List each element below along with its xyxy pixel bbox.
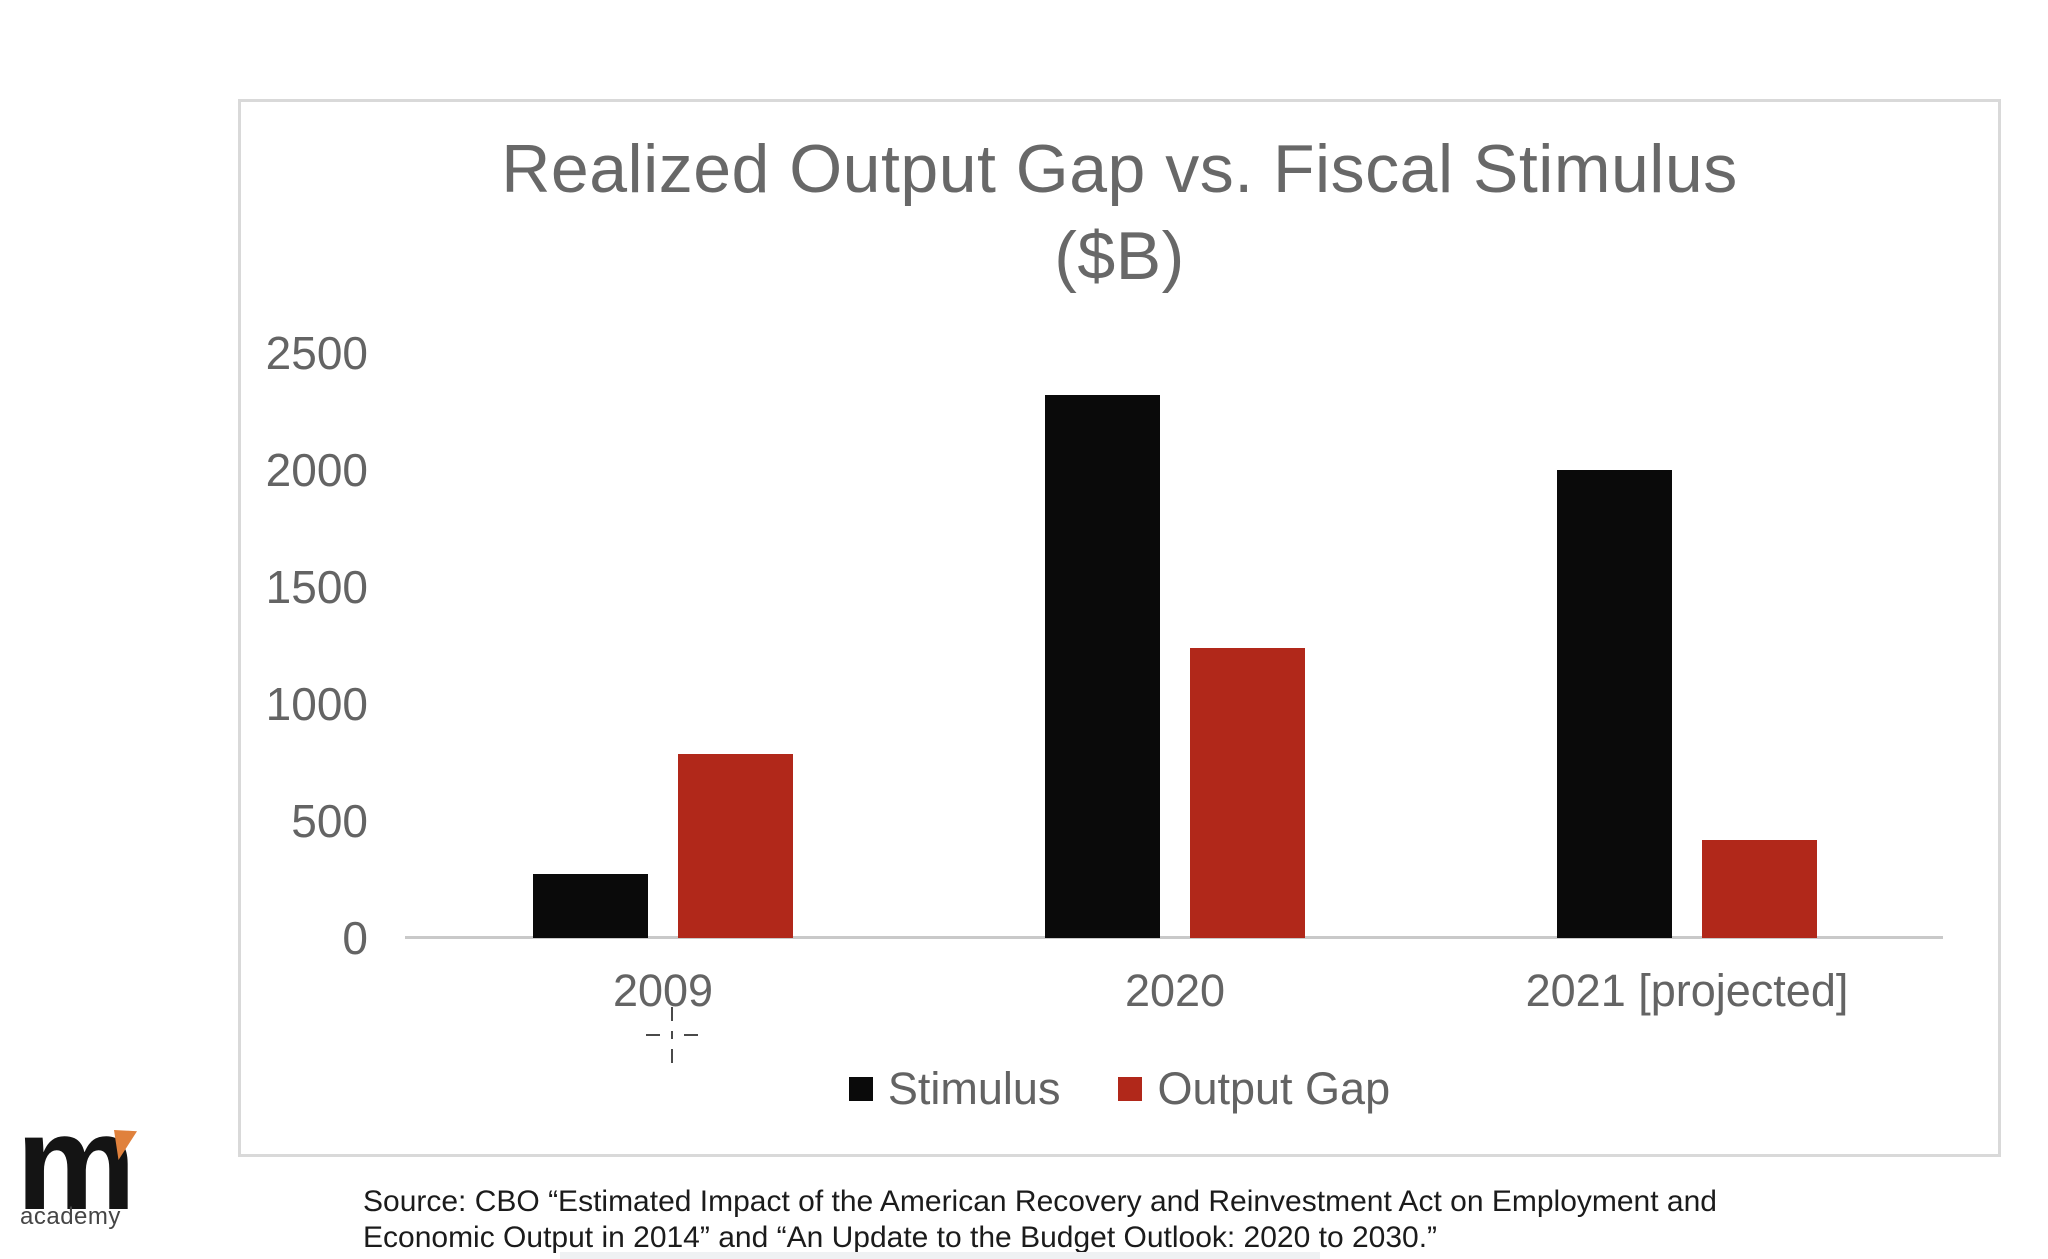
bottom-strip: [560, 1252, 1320, 1259]
logo-academy-text: academy: [20, 1203, 121, 1230]
legend-marker-icon: [1118, 1076, 1143, 1101]
chart-title-line2: ($B): [1054, 218, 1185, 295]
crosshair-cursor-icon: [646, 1007, 698, 1063]
y-tick-label-1000: 1000: [265, 678, 368, 730]
y-tick-label-2000: 2000: [265, 444, 368, 496]
chart-title-line1: Realized Output Gap vs. Fiscal Stimulus: [501, 131, 1738, 207]
legend-item-stimulus: Stimulus: [848, 1063, 1061, 1114]
x-axis-line: [405, 936, 1943, 939]
source-line1: Source: CBO “Estimated Impact of the Ame…: [363, 1185, 1717, 1218]
bar-stimulus-2021: [1557, 470, 1672, 938]
logo-m-letter: m: [16, 1087, 136, 1238]
x-label-2021: 2021 [projected]: [1525, 965, 1849, 1016]
bar-output-gap-2021: [1702, 840, 1817, 938]
chart-title: Realized Output Gap vs. Fiscal Stimulus …: [238, 126, 2001, 300]
legend: Stimulus Output Gap: [238, 1066, 2001, 1111]
source-line2: Economic Output in 2014” and “An Update …: [363, 1221, 1438, 1254]
legend-label: Output Gap: [1157, 1063, 1391, 1114]
y-tick-label-0: 0: [342, 912, 368, 964]
y-tick-label-500: 500: [291, 795, 368, 847]
x-label-2009: 2009: [612, 965, 714, 1016]
legend-marker-icon: [848, 1076, 873, 1101]
bar-stimulus-2020: [1045, 395, 1160, 938]
legend-item-output-gap: Output Gap: [1118, 1066, 1390, 1111]
legend-label: Stimulus: [887, 1063, 1061, 1114]
bar-output-gap-2020: [1190, 648, 1305, 938]
y-tick-label-2500: 2500: [265, 327, 368, 379]
y-tick-label-1500: 1500: [265, 561, 368, 613]
bar-output-gap-2009: [678, 754, 793, 938]
x-label-2020: 2020: [1124, 965, 1226, 1016]
bar-stimulus-2009: [533, 874, 648, 938]
source-citation: Source: CBO “Estimated Impact of the Ame…: [363, 1184, 1723, 1256]
